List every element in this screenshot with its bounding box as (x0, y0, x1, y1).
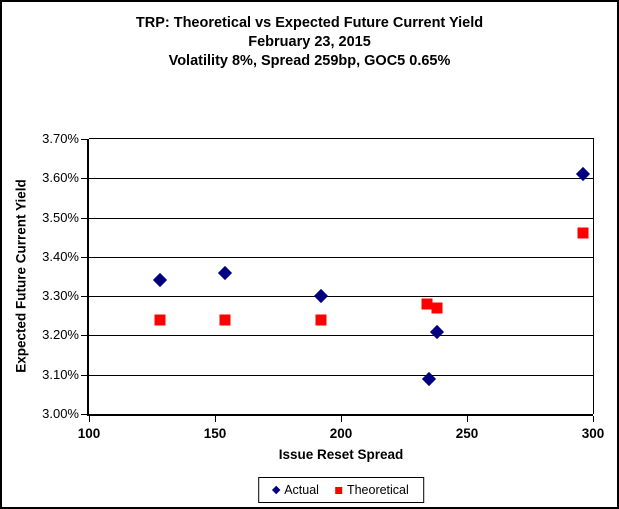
x-axis-tick (467, 416, 468, 422)
y-axis-title: Expected Future Current Yield (13, 179, 29, 373)
data-point-actual (422, 371, 437, 386)
y-axis-tick-label: 3.70% (42, 131, 79, 146)
x-axis-tick-label: 200 (329, 426, 353, 441)
legend-box: Actual Theoretical (258, 477, 424, 503)
data-point-theoretical (219, 314, 231, 326)
data-point-theoretical (431, 302, 443, 314)
x-axis-tick (341, 416, 342, 422)
x-axis-tick (215, 416, 216, 422)
legend-label-theoretical: Theoretical (346, 483, 409, 497)
data-point-actual (429, 324, 444, 339)
gridline (89, 374, 593, 376)
actual-diamond-icon (271, 485, 281, 495)
legend-label-actual: Actual (284, 483, 319, 497)
x-axis-tick-label: 150 (203, 426, 227, 441)
y-axis-tick-label: 3.60% (42, 170, 79, 186)
y-axis-tick (81, 296, 87, 298)
data-point-actual (152, 273, 167, 288)
x-axis-tick-label: 100 (77, 426, 101, 441)
gridline (89, 178, 593, 180)
y-axis-tick-label: 3.20% (42, 327, 79, 343)
y-axis-tick (81, 217, 87, 219)
y-axis-tick-label: 3.00% (42, 406, 79, 421)
plot-area: 3.00% 3.10% 3.20% 3.30% 3.40% 3.50% 3.60% 3.70%… (42, 132, 604, 442)
data-point-theoretical (577, 227, 589, 239)
x-axis-tick (593, 416, 594, 422)
gridline (89, 256, 593, 258)
y-axis-tick-label: 3.10% (42, 366, 79, 382)
chart-title-block: TRP: Theoretical vs Expected Future Curr… (2, 14, 617, 71)
data-point-theoretical (154, 314, 166, 326)
x-axis-tick-label: 300 (581, 426, 605, 441)
x-axis-tick (89, 416, 90, 422)
y-axis-tick (81, 256, 87, 258)
gridline (89, 296, 593, 298)
y-axis-tick (81, 335, 87, 337)
chart-title-line3: Volatility 8%, Spread 259bp, GOC5 0.65% (168, 53, 451, 69)
y-axis-line (87, 139, 89, 414)
data-point-actual (218, 265, 233, 280)
y-axis-tick-label: 3.40% (42, 248, 79, 264)
y-axis-tick-label: 3.30% (42, 288, 79, 304)
x-axis-tick-label: 250 (455, 426, 479, 441)
data-point-actual (575, 167, 590, 182)
data-point-theoretical (315, 314, 327, 326)
data-point-actual (313, 289, 328, 304)
legend-item-actual: Actual (271, 483, 319, 497)
chart-title-line2: February 23, 2015 (248, 34, 371, 50)
gridline (89, 217, 593, 219)
y-axis-tick (81, 178, 87, 180)
legend-item-theoretical: Theoretical (334, 483, 409, 497)
x-axis-title: Issue Reset Spread (278, 447, 404, 462)
gridline (89, 335, 593, 337)
y-axis-tick-label: 3.50% (42, 209, 79, 225)
data-point-theoretical (421, 298, 433, 310)
chart-title-line1: TRP: Theoretical vs Expected Future Curr… (135, 15, 484, 31)
y-axis-tick (81, 414, 87, 415)
y-axis-tick (81, 374, 87, 376)
theoretical-square-icon (334, 486, 342, 494)
x-axis-line (87, 414, 593, 416)
y-axis-tick (81, 139, 87, 140)
